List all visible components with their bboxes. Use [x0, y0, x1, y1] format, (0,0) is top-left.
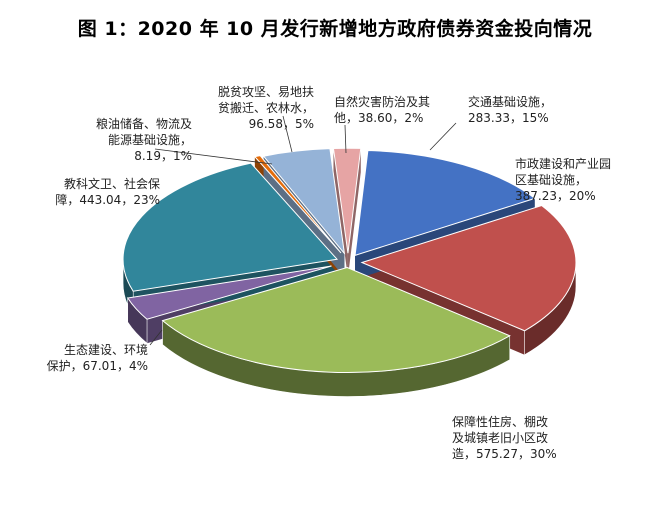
pie-slice [253, 155, 342, 254]
slice-label-line: 粮油储备、物流及 [95, 117, 192, 131]
pie-slice [161, 266, 511, 373]
leader-line [344, 124, 347, 154]
slice-label-line: 造，575.27，30% [452, 447, 557, 461]
pie-slice-wall [333, 148, 348, 278]
slice-label-line: 脱贫攻坚、易地扶 [217, 85, 314, 99]
pie-slice [360, 204, 577, 332]
slice-label-line: 8.19，1% [134, 149, 192, 163]
slice-label-line: 283.33，15% [468, 111, 549, 125]
slice-label-line: 他，38.60，2% [334, 111, 424, 125]
slice-label-line: 市政建设和产业园 [515, 157, 612, 171]
slice-label: 粮油储备、物流及能源基础设施， 8.19，1% [96, 116, 192, 164]
slice-label-line: 保障性住房、棚改 [452, 415, 549, 429]
chart-title: 图 1：2020 年 10 月发行新增地方政府债券资金投向情况 [77, 18, 593, 40]
leader-line [149, 329, 163, 346]
slice-label: 市政建设和产业园 区基础设施， 387.23，20% [515, 156, 611, 204]
leader-line [429, 122, 457, 151]
slice-label: 教科文卫、社会保障，443.04，23% [55, 176, 160, 208]
slice-label-line: 及城镇老旧小区改 [452, 431, 549, 445]
pie-slice-wall [347, 148, 361, 278]
slice-label-line: 交通基础设施， [468, 95, 553, 109]
slice-label-line: 387.23，20% [515, 189, 596, 203]
slice-label-line: 自然灾害防治及其 [334, 95, 431, 109]
slice-label-line: 生态建设、环境 [63, 343, 148, 357]
leader-line [154, 148, 273, 165]
slice-label: 生态建设、环境保护，67.01，4% [47, 342, 148, 374]
pie-slice [122, 162, 339, 292]
slice-label-line: 能源基础设施， [107, 133, 192, 147]
slice-label: 自然灾害防治及其 他，38.60，2% [334, 94, 430, 126]
slice-label-line: 教科文卫、社会保 [63, 177, 160, 191]
slice-label: 保障性住房、棚改 及城镇老旧小区改 造，575.27，30% [452, 414, 557, 462]
pie-slice [126, 265, 332, 320]
slice-label-line: 贫搬迁、农林水， [217, 101, 314, 115]
slice-label: 脱贫攻坚、易地扶 贫搬迁、农林水， 96.58，5% [218, 84, 314, 132]
slice-label: 交通基础设施， 283.33，15% [468, 94, 552, 126]
slice-label-line: 96.58，5% [248, 117, 314, 131]
pie-slice [332, 147, 362, 254]
leader-line [282, 115, 293, 153]
slice-label-line: 保护，67.01，4% [46, 359, 148, 373]
pie-slice [354, 150, 536, 257]
pie-slice [262, 148, 346, 256]
slice-label-line: 障，443.04，23% [55, 193, 160, 207]
slice-label-line: 区基础设施， [515, 173, 588, 187]
